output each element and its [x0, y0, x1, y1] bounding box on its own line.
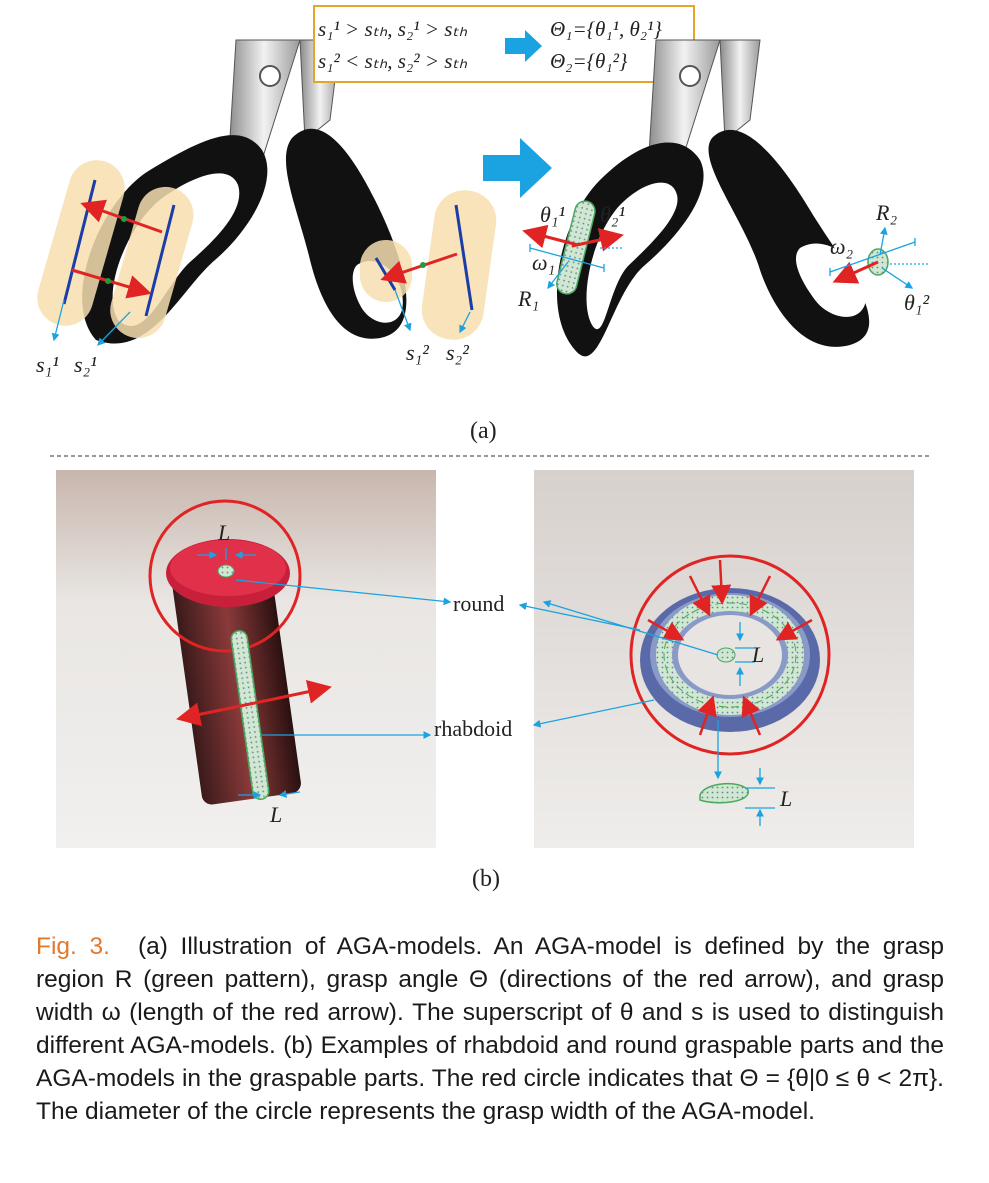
ring-red-arrows	[647, 559, 813, 736]
label-l-bottom: L	[269, 802, 282, 827]
grasp-region-round-center	[716, 647, 736, 663]
label-omega1: ω₁	[532, 250, 555, 275]
caption-text: (a) Illustration of AGA-models. An AGA-m…	[36, 933, 944, 1125]
grasp-region-round-top	[217, 564, 235, 578]
figure-number: Fig. 3.	[36, 933, 110, 960]
grasp-arrows-right	[522, 224, 879, 284]
red-circle-ring	[629, 554, 831, 756]
label-rhabdoid: rhabdoid	[434, 716, 512, 741]
figure-caption: Fig. 3. (a) Illustration of AGA-models. A…	[36, 930, 944, 1128]
panel-a: s₁¹ > sₜₕ, s₂¹ > sₜₕ s₁² < sₜₕ, s₂² > sₜ…	[37, 5, 930, 357]
pointer-lines-a	[51, 289, 471, 346]
figure-3: s₁¹ > sₜₕ, s₂¹ > sₜₕ s₁² < sₜₕ, s₂² > sₜ…	[36, 5, 930, 892]
label-s1-1: s₁¹	[36, 352, 59, 377]
label-s2-2: s₂²	[446, 340, 469, 365]
theta-set-2: Θ₂={θ₁²}	[550, 49, 628, 73]
transition-arrow-icon	[483, 138, 552, 198]
label-l-top: L	[217, 520, 230, 545]
condition-line-2: s₁² < sₜₕ, s₂² > sₜₕ	[318, 49, 468, 73]
panel-b	[56, 470, 914, 848]
grasp-region-r1	[556, 200, 596, 295]
panel-a-label: (a)	[470, 418, 497, 444]
theta-set-1: Θ₁={θ₁¹, θ₂¹}	[550, 17, 662, 41]
grasp-region-rhabdoid	[230, 629, 270, 801]
label-s2-1: s₂¹	[74, 352, 97, 377]
label-r2: R₂	[875, 200, 897, 225]
label-theta2-1: θ₂¹	[600, 202, 625, 227]
condition-arrow-icon	[505, 30, 542, 62]
label-s1-2: s₁²	[406, 340, 429, 365]
scissors-right	[556, 39, 870, 357]
red-circle-top	[148, 499, 302, 653]
label-r1: R₁	[517, 286, 539, 311]
grasp-region-piece	[699, 783, 749, 804]
panel-b-label: (b)	[472, 866, 500, 892]
width-bars	[529, 226, 930, 290]
condition-box	[313, 5, 695, 83]
label-theta1-1: θ₁¹	[540, 202, 565, 227]
label-omega2: ω₂	[830, 234, 854, 259]
label-round: round	[453, 591, 504, 616]
label-l-ring: L	[751, 642, 764, 667]
label-l-piece: L	[779, 786, 792, 811]
label-theta1-2: θ₁²	[904, 290, 929, 315]
condition-line-1: s₁¹ > sₜₕ, s₂¹ > sₜₕ	[318, 17, 468, 41]
